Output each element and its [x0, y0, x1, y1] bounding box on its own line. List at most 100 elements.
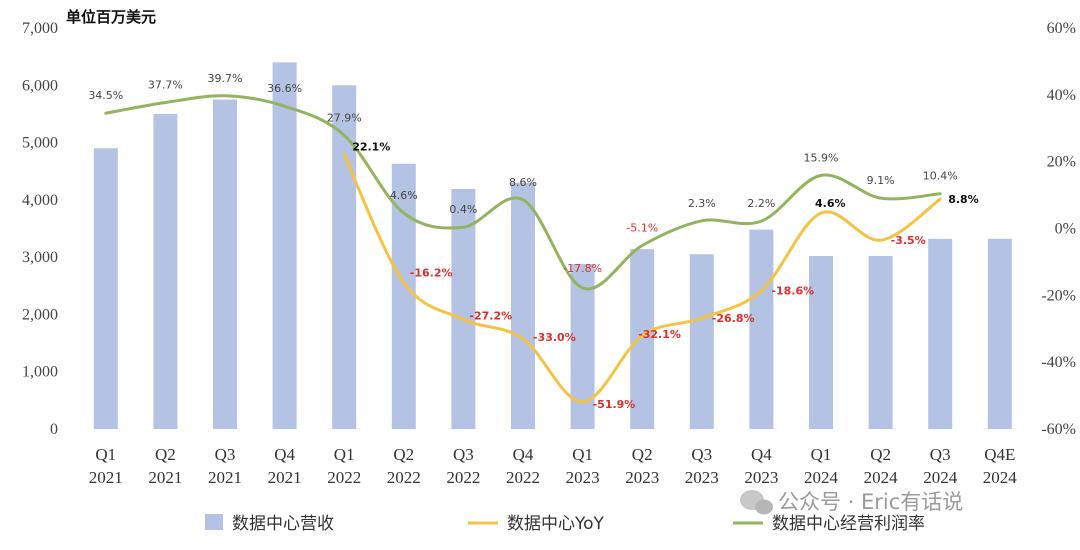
revenue-bar	[272, 62, 297, 429]
x-tick-year-label: 2024	[804, 468, 839, 487]
x-tick-year-label: 2023	[566, 468, 600, 487]
watermark: 公众号 · Eric有话说	[740, 490, 963, 515]
x-tick-year-label: 2024	[864, 468, 899, 487]
revenue-bar	[511, 182, 535, 429]
x-tick-year-label: 2022	[387, 468, 421, 487]
x-tick-label: Q1	[95, 445, 116, 464]
legend: 数据中心营收 数据中心YoY 数据中心经营利润率	[205, 514, 925, 534]
x-tick-label: Q2	[870, 445, 891, 464]
revenue-bar	[391, 163, 416, 429]
margin-line	[104, 94, 942, 291]
yoy-data-label: -18.6%	[771, 285, 814, 298]
revenue-bar	[928, 238, 953, 429]
legend-label-revenue: 数据中心营收	[232, 514, 334, 534]
yoy-data-label: -27.2%	[469, 309, 512, 322]
y-left-tick-label: 4,000	[22, 192, 58, 209]
revenue-bar	[153, 113, 178, 429]
x-tick-year-label: 2022	[327, 468, 361, 487]
legend-swatch-revenue	[205, 514, 223, 530]
margin-data-label: 0.4%	[449, 203, 477, 216]
yoy-data-label: 4.6%	[815, 197, 846, 210]
x-tick-label: Q1	[572, 445, 593, 464]
y-left-tick-label: 6,000	[22, 77, 58, 94]
margin-data-label: 36.6%	[267, 82, 302, 95]
x-tick-label: Q4E	[984, 445, 1015, 464]
x-tick-label: Q2	[632, 445, 653, 464]
x-tick-label: Q4	[751, 445, 772, 464]
revenue-bar	[630, 249, 655, 429]
x-tick-label: Q4	[274, 445, 295, 464]
yoy-data-label: -26.8%	[712, 312, 755, 325]
margin-data-label: 37.7%	[148, 79, 183, 92]
x-tick-label: Q3	[453, 445, 474, 464]
margin-data-label: 9.1%	[867, 174, 895, 187]
data-labels: 34.5% 37.7% 39.7% 36.6% 27.9% 4.6% 0.4% 8.6% -17…	[88, 72, 978, 411]
margin-data-label: -5.1%	[626, 222, 658, 235]
revenue-bar	[749, 229, 774, 429]
y-left-tick-label: 2,000	[22, 306, 58, 323]
margin-data-label: 4.6%	[390, 189, 418, 202]
revenue-bar	[93, 148, 118, 430]
wechat-icon	[740, 490, 773, 515]
revenue-bar	[809, 255, 833, 429]
unit-label: 单位百万美元	[66, 8, 156, 26]
x-tick-year-label: 2022	[506, 468, 540, 487]
yoy-data-label: -16.2%	[410, 267, 453, 280]
x-tick-label: Q3	[691, 445, 712, 464]
y-right-tick-label: 20%	[1047, 154, 1076, 171]
revenue-bar	[987, 238, 1012, 429]
margin-data-label: 2.2%	[747, 197, 775, 210]
yoy-data-label: 22.1%	[352, 141, 390, 154]
x-tick-label: Q3	[215, 445, 236, 464]
revenue-bar	[213, 99, 237, 429]
yoy-data-label: -33.0%	[533, 331, 576, 344]
revenue-bar	[689, 254, 714, 429]
x-tick-year-label: 2023	[625, 468, 659, 487]
x-tick-year-label: 2021	[148, 468, 182, 487]
y-right-tick-label: 40%	[1047, 87, 1076, 104]
yoy-data-label: -32.1%	[638, 328, 681, 341]
x-tick-year-label: 2023	[685, 468, 719, 487]
x-tick-label: Q4	[513, 445, 534, 464]
chart-axes: 单位百万美元 0 1,000 2,000 3,000 4,000 5,000 6,000 7,0…	[22, 8, 1076, 487]
x-tick-year-label: 2023	[744, 468, 778, 487]
margin-data-label: 27.9%	[327, 111, 362, 124]
watermark-text: 公众号 · Eric有话说	[778, 490, 963, 514]
y-right-tick-label: -40%	[1041, 354, 1076, 371]
margin-data-label: -17.8%	[563, 262, 602, 275]
y-right-tick-label: 0%	[1055, 221, 1076, 238]
x-tick-label: Q2	[155, 445, 176, 464]
margin-data-label: 10.4%	[923, 170, 958, 183]
y-right-tick-label: -60%	[1041, 421, 1076, 438]
y-right-tick-label: -20%	[1041, 287, 1076, 304]
y-left-tick-label: 5,000	[22, 135, 58, 152]
margin-data-label: 2.3%	[688, 197, 716, 210]
legend-label-yoy: 数据中心YoY	[507, 514, 605, 534]
y-left-tick-label: 3,000	[22, 249, 58, 266]
margin-data-label: 8.6%	[509, 176, 537, 189]
x-tick-label: Q2	[393, 445, 414, 464]
x-tick-label: Q1	[334, 445, 355, 464]
x-tick-label: Q1	[811, 445, 832, 464]
x-tick-year-label: 2021	[268, 468, 302, 487]
x-tick-year-label: 2021	[208, 468, 242, 487]
yoy-data-label: -51.9%	[593, 398, 636, 411]
yoy-line	[342, 153, 942, 404]
y-left-tick-label: 0	[50, 421, 58, 438]
wechat-icon-bubble-small	[755, 499, 773, 515]
revenue-bars	[93, 62, 1012, 430]
legend-label-margin: 数据中心经营利润率	[772, 514, 925, 534]
x-tick-label: Q3	[930, 445, 951, 464]
yoy-data-label: 8.8%	[948, 193, 979, 206]
x-tick-year-label: 2022	[446, 468, 480, 487]
yoy-data-label: -3.5%	[891, 234, 926, 247]
x-tick-year-label: 2021	[89, 468, 123, 487]
margin-data-label: 34.5%	[88, 89, 123, 102]
revenue-bar	[868, 255, 893, 429]
y-right-tick-label: 60%	[1047, 20, 1076, 37]
margin-data-label: 15.9%	[804, 151, 839, 164]
y-left-tick-label: 1,000	[22, 364, 58, 381]
series-lines	[104, 94, 942, 404]
y-left-tick-label: 7,000	[22, 20, 58, 37]
